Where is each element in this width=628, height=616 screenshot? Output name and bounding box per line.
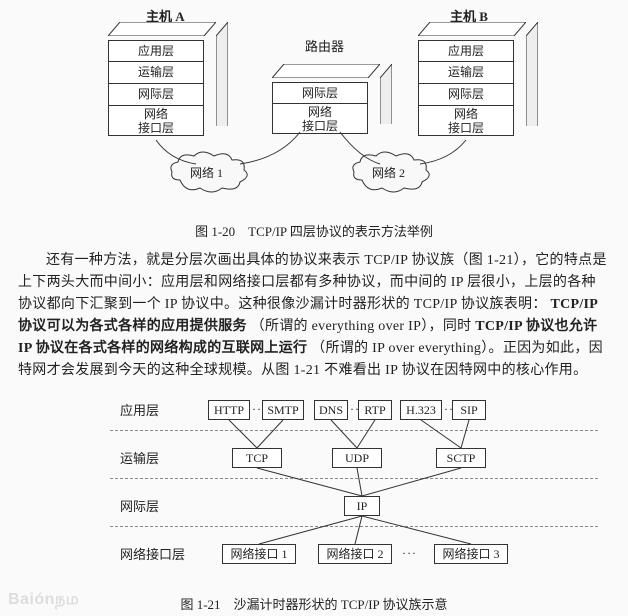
fig121-links [0,388,628,588]
figure-1-20: 主机 A 路由器 主机 B 应用层 运输层 网际层 网络 接口层 网际层 网络 … [0,0,628,215]
figure-1-21: 应用层 运输层 网际层 网络接口层 HTTP ··· SMTP DNS ··· … [0,388,628,588]
watermark: Baiónநம [8,590,79,610]
para-mid-1: （所谓的 everything over IP），同时 [251,319,476,334]
body-paragraph: 还有一种方法，就是分层次画出具体的协议来表示 TCP/IP 协议族（图 1-21… [0,250,628,382]
fig120-caption: 图 1-20 TCP/IP 四层协议的表示方法举例 [0,221,628,240]
fig120-links [0,0,628,215]
fig121-caption: 图 1-21 沙漏计时器形状的 TCP/IP 协议族示意 [0,594,628,613]
para-pre: 还有一种方法，就是分层次画出具体的协议来表示 TCP/IP 协议族（图 1-21… [18,253,607,312]
watermark-main: Baiónநம [8,591,79,608]
